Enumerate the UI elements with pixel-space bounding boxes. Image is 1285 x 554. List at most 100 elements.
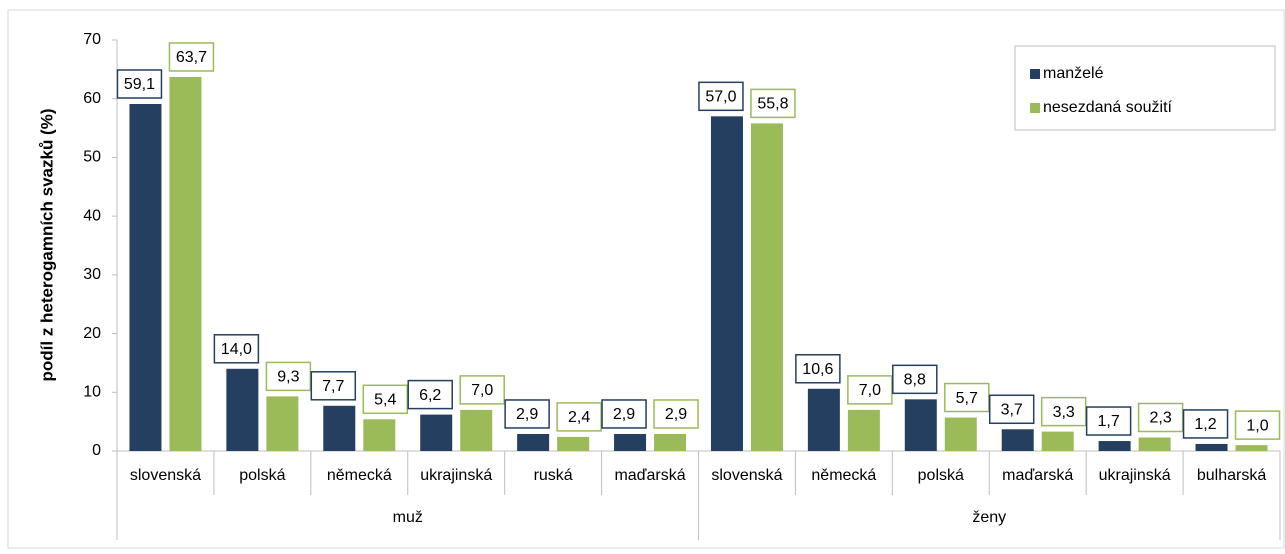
value-label-box — [1085, 406, 1132, 436]
x-tick-label: ruská — [534, 467, 573, 484]
y-tick-label: 70 — [83, 31, 101, 48]
bar — [266, 396, 299, 451]
value-label: 1,0 — [1246, 417, 1268, 434]
value-label-box — [944, 382, 990, 413]
x-tick-label: ukrajinská — [1099, 467, 1171, 484]
value-label: 55,8 — [757, 96, 788, 113]
legend-swatch — [1030, 103, 1040, 113]
bar — [557, 436, 590, 451]
bar — [614, 433, 647, 451]
y-tick-label: 60 — [83, 90, 101, 107]
value-label: 1,2 — [1194, 416, 1216, 433]
value-label-box — [1137, 402, 1184, 433]
bar — [129, 103, 162, 452]
value-label: 7,0 — [859, 382, 881, 399]
x-tick-label: německá — [327, 467, 392, 484]
bar — [1041, 431, 1074, 451]
bar — [904, 399, 937, 451]
y-axis-label: podíl z heterogamních svazků (%) — [37, 109, 56, 382]
bar — [1001, 429, 1034, 451]
bar — [944, 417, 977, 451]
value-label: 2,4 — [568, 409, 590, 426]
legend-label: nesezdaná soužití — [1043, 99, 1173, 116]
y-tick-label: 40 — [83, 207, 101, 224]
value-label: 3,7 — [1001, 401, 1023, 418]
bar — [1195, 443, 1228, 451]
group-label: ženy — [972, 509, 1006, 526]
value-label-box — [601, 399, 647, 429]
x-tick-label: slovenská — [130, 467, 201, 484]
value-label-box — [116, 69, 163, 99]
bar — [420, 414, 453, 451]
value-label-box — [407, 379, 453, 410]
value-label-box — [1234, 410, 1281, 440]
value-label: 2,9 — [665, 406, 687, 423]
value-label: 1,7 — [1098, 413, 1120, 430]
value-label-box — [1040, 396, 1087, 427]
value-label: 7,7 — [322, 378, 344, 395]
chart-frame — [7, 9, 1285, 549]
bar — [1138, 437, 1171, 451]
x-tick-label: polská — [239, 467, 285, 484]
value-label: 6,2 — [419, 387, 441, 404]
bar — [847, 409, 880, 451]
value-label-box — [265, 361, 312, 392]
bar — [169, 76, 202, 452]
bar — [750, 123, 783, 452]
bar — [226, 368, 259, 451]
value-label-box — [653, 399, 699, 429]
value-label-box — [556, 402, 602, 432]
x-tick-label: polská — [918, 467, 964, 484]
legend-swatch — [1030, 69, 1040, 79]
value-label-box — [698, 81, 744, 112]
y-tick-label: 20 — [83, 325, 101, 342]
x-tick-label: maďarská — [1002, 467, 1073, 484]
value-label: 8,8 — [904, 372, 926, 389]
value-label-box — [988, 394, 1035, 425]
value-label-box — [795, 354, 841, 384]
value-label: 10,6 — [802, 361, 833, 378]
y-tick-label: 50 — [83, 149, 101, 166]
value-label-box — [847, 375, 893, 405]
x-tick-label: bulharská — [1197, 467, 1266, 484]
value-label: 5,4 — [374, 392, 396, 409]
value-label: 14,0 — [221, 341, 252, 358]
value-label: 9,3 — [277, 369, 299, 386]
y-tick-label: 0 — [92, 442, 101, 459]
legend-label: manželé — [1043, 65, 1104, 82]
bar — [1235, 445, 1268, 451]
value-label-box — [892, 364, 938, 395]
value-label-box — [310, 371, 357, 401]
bar — [807, 388, 840, 451]
bar — [517, 433, 550, 451]
y-tick-label: 10 — [83, 384, 101, 401]
x-tick-label: ukrajinská — [420, 467, 492, 484]
legend-box — [1014, 45, 1276, 131]
value-label: 7,0 — [471, 382, 493, 399]
value-label: 59,1 — [124, 76, 155, 93]
value-label: 63,7 — [176, 49, 207, 66]
value-label: 2,9 — [613, 406, 635, 423]
value-label: 57,0 — [705, 89, 736, 106]
value-label-box — [459, 375, 505, 405]
x-tick-label: německá — [811, 467, 876, 484]
x-tick-label: maďarská — [614, 467, 685, 484]
value-label-box — [168, 42, 215, 72]
value-label: 2,3 — [1150, 410, 1172, 427]
bar — [654, 433, 687, 451]
group-label: muž — [393, 509, 423, 526]
value-label: 3,3 — [1053, 404, 1075, 421]
bar — [323, 405, 356, 451]
value-label-box — [213, 334, 260, 364]
x-tick-label: slovenská — [711, 467, 782, 484]
y-tick-label: 30 — [83, 266, 101, 283]
bar — [363, 419, 396, 451]
value-label-box — [362, 384, 409, 415]
value-label: 5,7 — [956, 390, 978, 407]
value-label-box — [504, 399, 550, 429]
value-label-box — [750, 88, 796, 119]
value-label-box — [1182, 409, 1229, 439]
bar — [460, 409, 493, 451]
bar — [1098, 441, 1131, 451]
